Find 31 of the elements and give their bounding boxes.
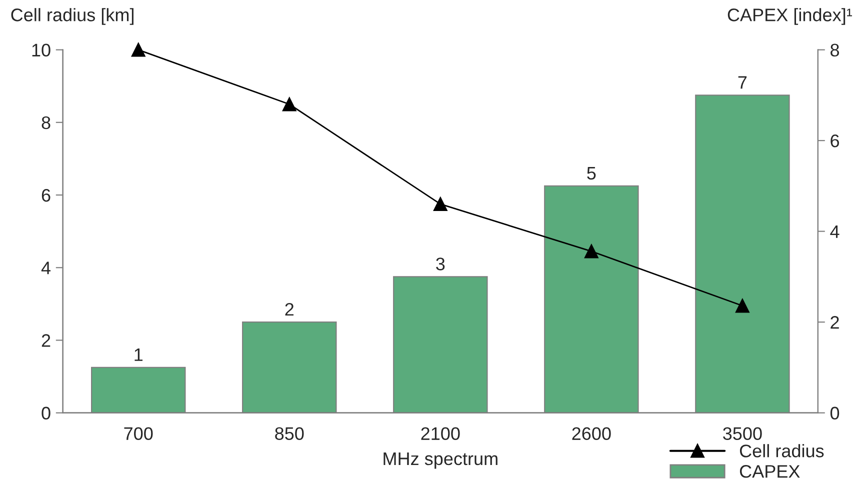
x-tick-label: 2100 (421, 427, 460, 440)
x-tick-label: 850 (275, 427, 304, 440)
legend-label: Cell radius (740, 444, 824, 458)
y2-tick-label: 0 (830, 406, 840, 420)
data-label: 2 (285, 302, 294, 316)
point (584, 244, 598, 258)
y2-tick-label: 2 (830, 316, 839, 329)
x-tick-label: 3500 (723, 427, 762, 440)
point (282, 97, 296, 112)
point (433, 197, 448, 212)
y-tick-label: 8 (42, 116, 50, 130)
data-label: 5 (587, 166, 596, 180)
y-tick-label: 6 (42, 188, 50, 202)
y2-tick-label: 6 (830, 134, 840, 148)
y2-tick-label: 8 (830, 44, 840, 57)
data-label: 1 (134, 348, 143, 361)
legend-label: CAPEX (740, 465, 800, 478)
y2-tick-label: 4 (830, 225, 840, 238)
x-axis-title: MHz spectrum (384, 452, 498, 469)
y-axis-title: Cell radius [km] (11, 8, 134, 25)
data-label: 7 (738, 76, 747, 89)
y2-axis-title: CAPEX [index]¹ (728, 8, 852, 25)
y-tick-label: 4 (41, 262, 51, 274)
point (131, 42, 146, 57)
data-label: 3 (436, 258, 445, 270)
y-tick-label: 2 (42, 334, 50, 347)
x-tick-label: 700 (124, 427, 153, 440)
point (735, 298, 750, 313)
x-tick-label: 2600 (572, 427, 611, 440)
y-tick-label: 10 (32, 44, 50, 57)
y-tick-label: 0 (42, 406, 50, 420)
